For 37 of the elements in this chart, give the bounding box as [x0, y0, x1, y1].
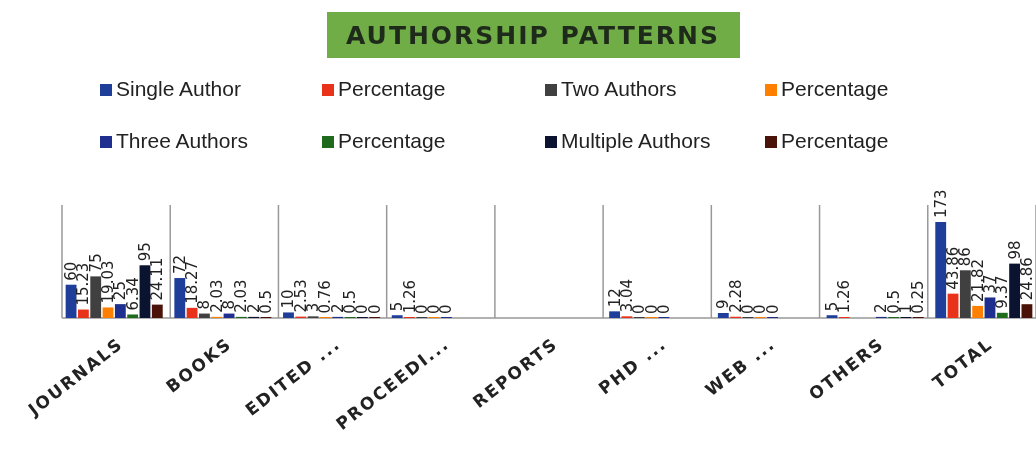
bar	[139, 265, 151, 318]
legend-label: Percentage	[338, 77, 446, 100]
bar	[717, 313, 729, 318]
bar	[826, 315, 838, 318]
bar	[198, 313, 210, 318]
bar	[959, 270, 971, 318]
bar	[1021, 304, 1033, 318]
legend-label: Percentage	[338, 129, 446, 152]
bar	[127, 314, 139, 318]
legend-label: Three Authors	[116, 129, 248, 152]
legend-label: Two Authors	[561, 77, 677, 100]
data-label: 98	[1005, 240, 1024, 260]
bar	[996, 312, 1008, 318]
data-label: 173	[931, 189, 950, 218]
legend-label: Percentage	[781, 77, 889, 100]
chart-title: AUTHORSHIP PATTERNS	[346, 21, 720, 50]
bar	[1009, 263, 1021, 318]
bar	[77, 309, 89, 318]
bar	[609, 311, 621, 318]
data-label: 95	[135, 242, 154, 262]
bar	[391, 315, 403, 318]
legend-label: Multiple Authors	[561, 129, 711, 152]
bar	[65, 284, 77, 318]
bar	[283, 312, 294, 318]
bar	[90, 276, 102, 318]
data-label: 24.86	[1017, 257, 1036, 301]
bar	[947, 293, 959, 318]
bar	[151, 304, 163, 318]
bar	[114, 304, 126, 318]
legend-label: Percentage	[781, 129, 889, 152]
bar	[174, 278, 186, 318]
bar	[186, 307, 198, 318]
bar	[102, 307, 114, 318]
bar	[935, 222, 947, 318]
bar	[984, 297, 996, 318]
bar	[972, 305, 984, 318]
legend-label: Single Author	[116, 77, 241, 100]
